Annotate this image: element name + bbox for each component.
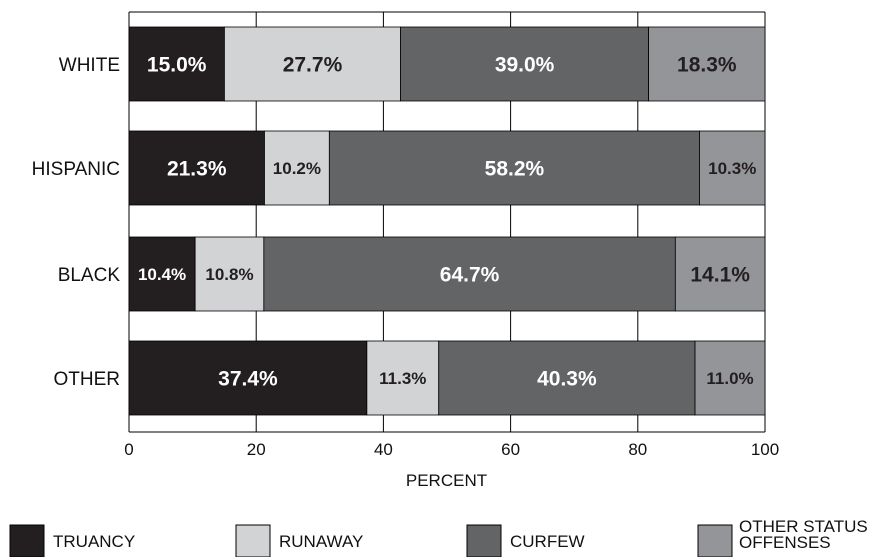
bar-segment bbox=[648, 26, 766, 102]
category-label: WHITE bbox=[59, 55, 120, 76]
data-label: 58.2% bbox=[485, 158, 545, 181]
legend-swatch bbox=[9, 524, 45, 557]
bar-segment bbox=[438, 340, 696, 416]
category-labels: WHITE HISPANIC BLACK OTHER bbox=[32, 55, 121, 390]
data-label: 15.0% bbox=[147, 54, 207, 77]
x-tick-label: 80 bbox=[628, 440, 647, 459]
legend-label: CURFEW bbox=[510, 532, 585, 551]
data-labels: 15.0% 27.7% 39.0% 18.3% 21.3% 10.2% 58.2% 10.3%… bbox=[138, 54, 756, 391]
bar-segment bbox=[674, 236, 766, 312]
x-tick-label: 60 bbox=[501, 440, 520, 459]
data-label: 39.0% bbox=[495, 54, 555, 77]
data-label: 40.3% bbox=[537, 368, 597, 391]
bar-segment bbox=[128, 130, 265, 206]
x-axis-title: PERCENT bbox=[406, 471, 487, 490]
legend-label: TRUANCY bbox=[53, 532, 135, 551]
legend-label: RUNAWAY bbox=[279, 532, 363, 551]
x-tick-label: 0 bbox=[124, 440, 133, 459]
bar-segment bbox=[128, 26, 225, 102]
bar-segment bbox=[400, 26, 650, 102]
x-tick-label: 40 bbox=[374, 440, 393, 459]
x-tick-label: 20 bbox=[247, 440, 266, 459]
bar-segment bbox=[699, 130, 766, 206]
data-label: 10.3% bbox=[708, 159, 756, 178]
x-axis: 0 20 40 60 80 100 bbox=[124, 431, 779, 459]
bar-segment bbox=[263, 236, 676, 312]
bar-segment bbox=[128, 340, 368, 416]
bar-segment bbox=[264, 130, 330, 206]
legend: TRUANCY RUNAWAY CURFEW OTHER STATUS OFFENSES bbox=[9, 517, 868, 557]
data-label: 37.4% bbox=[218, 368, 278, 391]
data-label: 27.7% bbox=[283, 54, 343, 77]
bar-segment bbox=[328, 130, 700, 206]
data-label: 14.1% bbox=[690, 264, 750, 287]
legend-swatch bbox=[466, 524, 502, 557]
data-label: 11.0% bbox=[706, 369, 753, 388]
data-label: 64.7% bbox=[440, 264, 500, 287]
bar-segment bbox=[223, 26, 401, 102]
legend-swatch bbox=[697, 524, 733, 557]
legend-swatch bbox=[235, 524, 271, 557]
category-label: HISPANIC bbox=[32, 159, 120, 180]
data-label: 11.3% bbox=[379, 369, 426, 388]
data-label: 21.3% bbox=[167, 158, 227, 181]
bar-segment bbox=[366, 340, 440, 416]
legend-label: OTHER STATUS OFFENSES bbox=[739, 517, 868, 552]
category-label: BLACK bbox=[58, 265, 121, 286]
data-label: 18.3% bbox=[677, 54, 737, 77]
data-label: 10.2% bbox=[273, 159, 321, 178]
bar-segment bbox=[694, 340, 766, 416]
bar-segment bbox=[128, 236, 196, 312]
data-label: 10.8% bbox=[205, 265, 253, 284]
data-label: 10.4% bbox=[138, 265, 186, 284]
bars bbox=[128, 26, 766, 416]
category-label: OTHER bbox=[54, 369, 121, 390]
x-tick-label: 100 bbox=[751, 440, 779, 459]
